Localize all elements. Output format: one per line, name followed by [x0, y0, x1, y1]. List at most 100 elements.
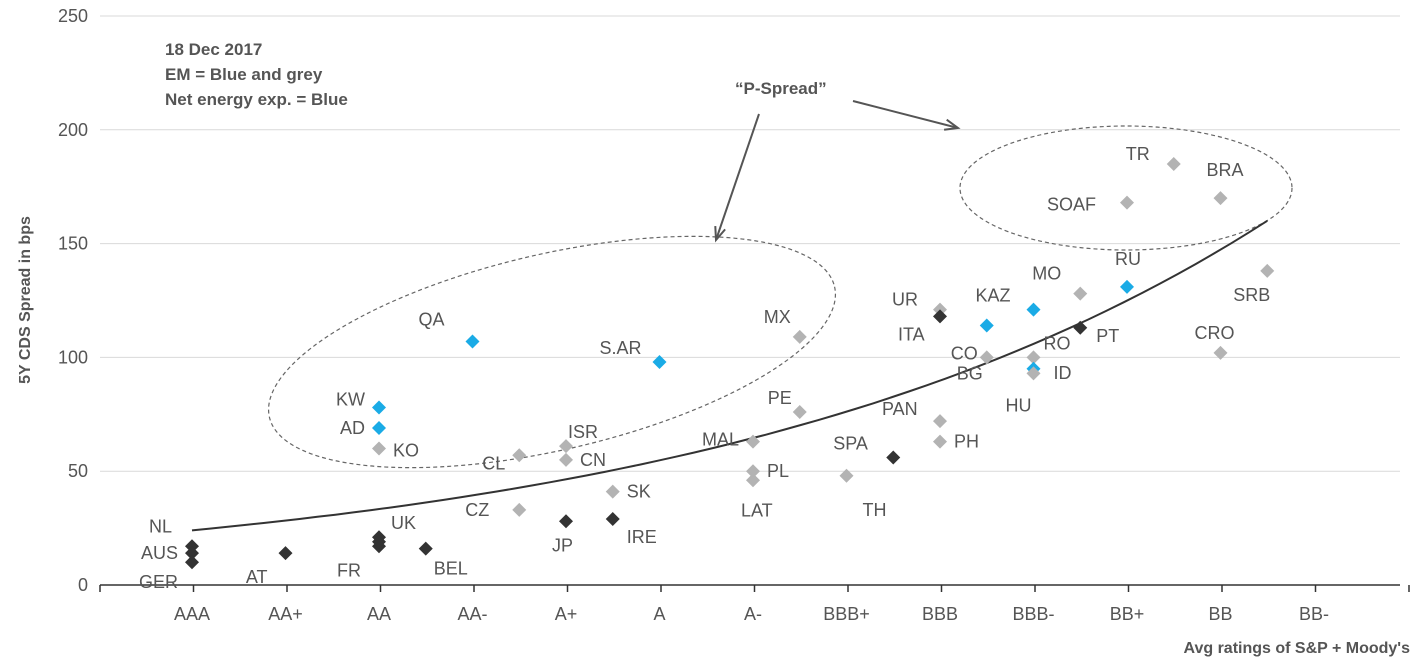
label-pt: PT — [1096, 326, 1119, 346]
label-mal: MAL — [702, 430, 739, 450]
label-cz: CZ — [465, 500, 489, 520]
label-cn: CN — [580, 450, 606, 470]
y-tick-label: 100 — [58, 347, 88, 367]
point-spa — [886, 451, 900, 465]
x-axis-title: Avg ratings of S&P + Moody's — [1183, 640, 1410, 657]
x-tick-label: AAA — [174, 604, 210, 624]
label-lat: LAT — [741, 500, 773, 520]
label-bg: BG — [957, 363, 983, 383]
label-kw: KW — [336, 389, 365, 409]
label-mx: MX — [764, 307, 791, 327]
label-ph: PH — [954, 432, 979, 452]
point-ire — [606, 512, 620, 526]
label-id: ID — [1054, 363, 1072, 383]
label-ger: GER — [139, 572, 178, 592]
label-aus: AUS — [141, 543, 178, 563]
x-tick-label: BB — [1208, 604, 1232, 624]
point-cn — [559, 453, 573, 467]
y-axis-ticks: 0 50 100 150 200 250 — [58, 6, 88, 595]
x-tick-label: AA- — [457, 604, 487, 624]
label-qa: QA — [418, 309, 444, 329]
note-line-energy: Net energy exp. = Blue — [165, 90, 348, 109]
label-ro: RO — [1044, 333, 1071, 353]
x-tick-label: A+ — [555, 604, 578, 624]
x-tick-label: BBB- — [1012, 604, 1054, 624]
point-qa — [466, 334, 480, 348]
label-pe: PE — [768, 388, 792, 408]
label-pl: PL — [767, 461, 789, 481]
point-co — [980, 319, 994, 333]
point-ph — [933, 435, 947, 449]
x-tick-label: BBB — [922, 604, 958, 624]
note-line-date: 18 Dec 2017 — [165, 40, 262, 59]
point-at — [279, 546, 293, 560]
x-axis: AAA AA+ AA AA- A+ A A- BBB+ BBB BBB- BB+ BB BB- — [100, 585, 1409, 624]
label-hu: HU — [1006, 395, 1032, 415]
y-tick-label: 50 — [68, 461, 88, 481]
point-mo — [1073, 287, 1087, 301]
label-ire: IRE — [627, 527, 657, 547]
label-spa: SPA — [833, 434, 868, 454]
label-cro: CRO — [1195, 323, 1235, 343]
trend-line — [192, 221, 1267, 531]
arrow-to-high-spread-group — [853, 101, 958, 128]
point-tr — [1167, 157, 1181, 171]
y-tick-label: 200 — [58, 120, 88, 140]
arrow-to-gulf-group — [716, 114, 759, 240]
x-tick-label: A- — [744, 604, 762, 624]
x-tick-label: BBB+ — [823, 604, 870, 624]
data-points — [185, 157, 1274, 569]
label-isr: ISR — [568, 422, 598, 442]
label-uk: UK — [391, 513, 416, 533]
x-tick-label: AA+ — [268, 604, 303, 624]
point-cl — [512, 448, 526, 462]
point-bg — [980, 350, 994, 364]
y-tick-label: 0 — [78, 575, 88, 595]
x-tick-label: BB- — [1299, 604, 1329, 624]
note-line-em: EM = Blue and grey — [165, 65, 323, 84]
label-ad: AD — [340, 418, 365, 438]
label-sar: S.AR — [600, 338, 642, 358]
label-soaf: SOAF — [1047, 195, 1096, 215]
p-spread-label: “P-Spread” — [735, 79, 827, 98]
point-soaf — [1120, 196, 1134, 210]
point-kw — [372, 400, 386, 414]
label-nl: NL — [149, 516, 172, 536]
label-cl: CL — [482, 453, 505, 473]
point-pt — [1073, 321, 1087, 335]
y-tick-label: 250 — [58, 6, 88, 26]
point-lat — [746, 473, 760, 487]
point-mx — [793, 330, 807, 344]
label-fr: FR — [337, 560, 361, 580]
label-ru: RU — [1115, 249, 1141, 269]
label-pan: PAN — [882, 399, 918, 419]
label-bel: BEL — [434, 559, 468, 579]
point-ad — [372, 421, 386, 435]
point-pan — [933, 414, 947, 428]
label-bra: BRA — [1207, 160, 1244, 180]
x-tick-label: AA — [367, 604, 391, 624]
label-srb: SRB — [1233, 285, 1270, 305]
point-ru — [1120, 280, 1134, 294]
point-srb — [1260, 264, 1274, 278]
point-labels: NL AUS GER AT UK FR BEL KW AD KO QA CL CZ ISR CN JP SK IR… — [139, 144, 1270, 592]
point-ger — [185, 555, 199, 569]
point-bel — [419, 542, 433, 556]
point-cz — [512, 503, 526, 517]
y-axis-title: 5Y CDS Spread in bps — [17, 216, 34, 384]
label-ita: ITA — [898, 324, 925, 344]
label-ur: UR — [892, 290, 918, 310]
x-tick-label: A — [653, 604, 665, 624]
annotations: 18 Dec 2017 EM = Blue and grey Net energ… — [165, 40, 958, 240]
label-tr: TR — [1126, 144, 1150, 164]
point-sk — [606, 485, 620, 499]
label-co: CO — [951, 344, 978, 364]
y-tick-label: 150 — [58, 234, 88, 254]
point-pe — [793, 405, 807, 419]
label-jp: JP — [552, 535, 573, 555]
point-kaz — [1027, 303, 1041, 317]
label-mo: MO — [1032, 264, 1061, 284]
ellipse-gulf-group — [247, 191, 856, 512]
trend-curve — [192, 221, 1267, 531]
label-ko: KO — [393, 440, 419, 460]
